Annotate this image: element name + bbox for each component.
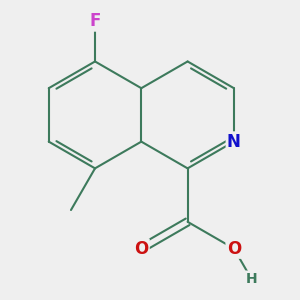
Text: F: F [89, 12, 101, 30]
Text: N: N [227, 133, 241, 151]
Text: H: H [245, 272, 257, 286]
Text: O: O [227, 239, 241, 257]
Text: O: O [134, 239, 148, 257]
